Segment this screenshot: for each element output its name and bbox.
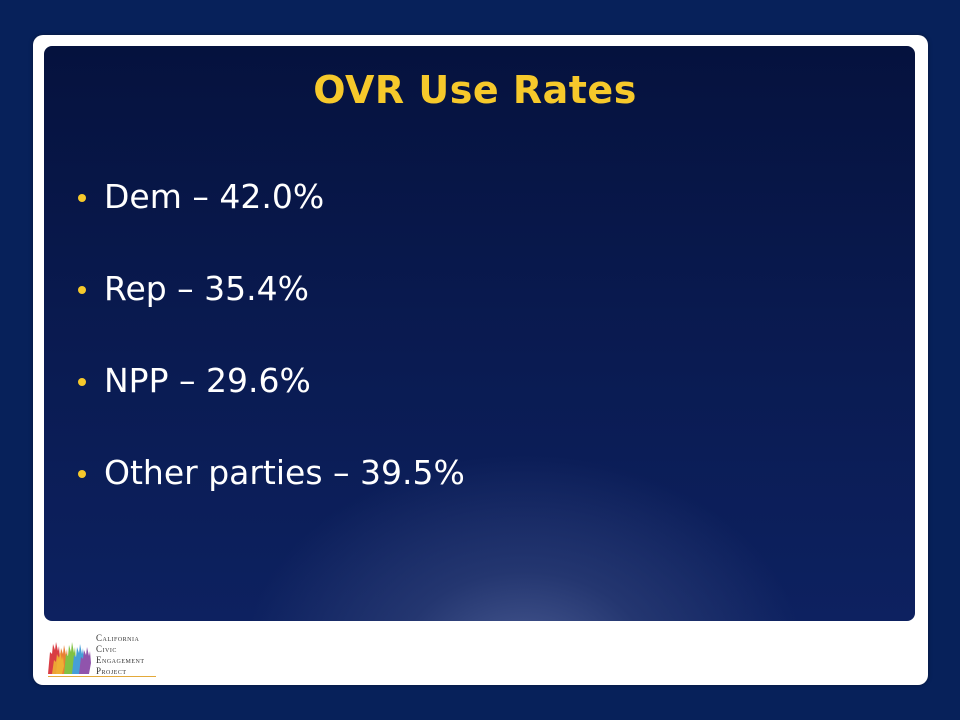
- logo-wordmark: California Civic Engagement Project: [96, 633, 145, 677]
- bullet-dot-icon: [78, 470, 86, 478]
- slide-title: OVR Use Rates: [313, 68, 637, 112]
- bullet-item-other: Other parties – 39.5%: [78, 446, 465, 538]
- bullet-list: Dem – 42.0% Rep – 35.4% NPP – 29.6% Othe…: [78, 170, 465, 538]
- slide-content-panel: [44, 46, 915, 621]
- bullet-item-rep: Rep – 35.4%: [78, 262, 465, 354]
- logo-underline: [48, 676, 156, 677]
- bullet-text: Dem – 42.0%: [104, 177, 325, 216]
- bullet-dot-icon: [78, 286, 86, 294]
- bullet-item-npp: NPP – 29.6%: [78, 354, 465, 446]
- bullet-dot-icon: [78, 194, 86, 202]
- ccep-logo: California Civic Engagement Project: [44, 630, 174, 678]
- bullet-item-dem: Dem – 42.0%: [78, 170, 465, 262]
- bullet-dot-icon: [78, 378, 86, 386]
- logo-line: Project: [96, 666, 127, 676]
- hands-logo-icon: [48, 642, 91, 674]
- logo-line: Engagement: [96, 655, 145, 665]
- bullet-text: NPP – 29.6%: [104, 361, 311, 400]
- bullet-text: Rep – 35.4%: [104, 269, 310, 308]
- bullet-text: Other parties – 39.5%: [104, 453, 465, 492]
- logo-line: Civic: [96, 644, 117, 654]
- logo-line: California: [96, 633, 140, 643]
